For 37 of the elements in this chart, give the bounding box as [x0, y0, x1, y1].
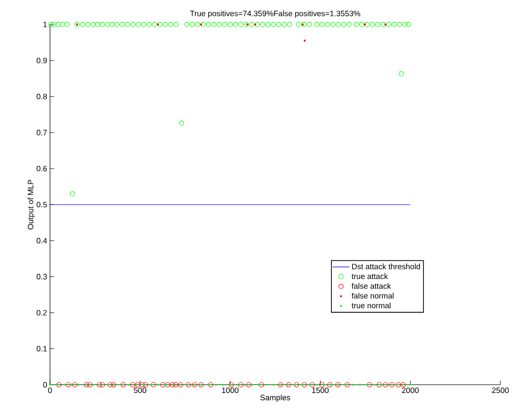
point — [208, 382, 214, 388]
point — [84, 382, 90, 388]
point — [382, 382, 388, 388]
point — [294, 382, 299, 388]
point — [160, 382, 166, 388]
point — [367, 382, 372, 388]
point — [376, 382, 382, 388]
point — [327, 382, 332, 388]
point — [56, 382, 62, 388]
point — [165, 382, 170, 388]
point — [142, 382, 148, 388]
point — [246, 382, 252, 388]
point — [130, 382, 136, 388]
point — [120, 382, 126, 388]
point — [310, 382, 315, 388]
point — [228, 382, 234, 388]
point — [302, 382, 307, 388]
point — [108, 382, 113, 388]
point — [344, 382, 350, 388]
point — [66, 382, 71, 388]
point — [389, 382, 394, 388]
point — [396, 382, 401, 388]
point — [140, 382, 145, 388]
point — [258, 382, 264, 388]
point — [286, 382, 292, 388]
point — [192, 382, 198, 388]
point — [100, 382, 105, 388]
point — [319, 382, 324, 388]
point — [186, 382, 191, 388]
point — [238, 382, 244, 388]
point — [96, 382, 102, 388]
point — [87, 382, 92, 388]
point — [135, 382, 140, 388]
point — [173, 382, 178, 388]
point — [111, 382, 116, 388]
point — [72, 382, 78, 388]
point — [150, 382, 156, 388]
